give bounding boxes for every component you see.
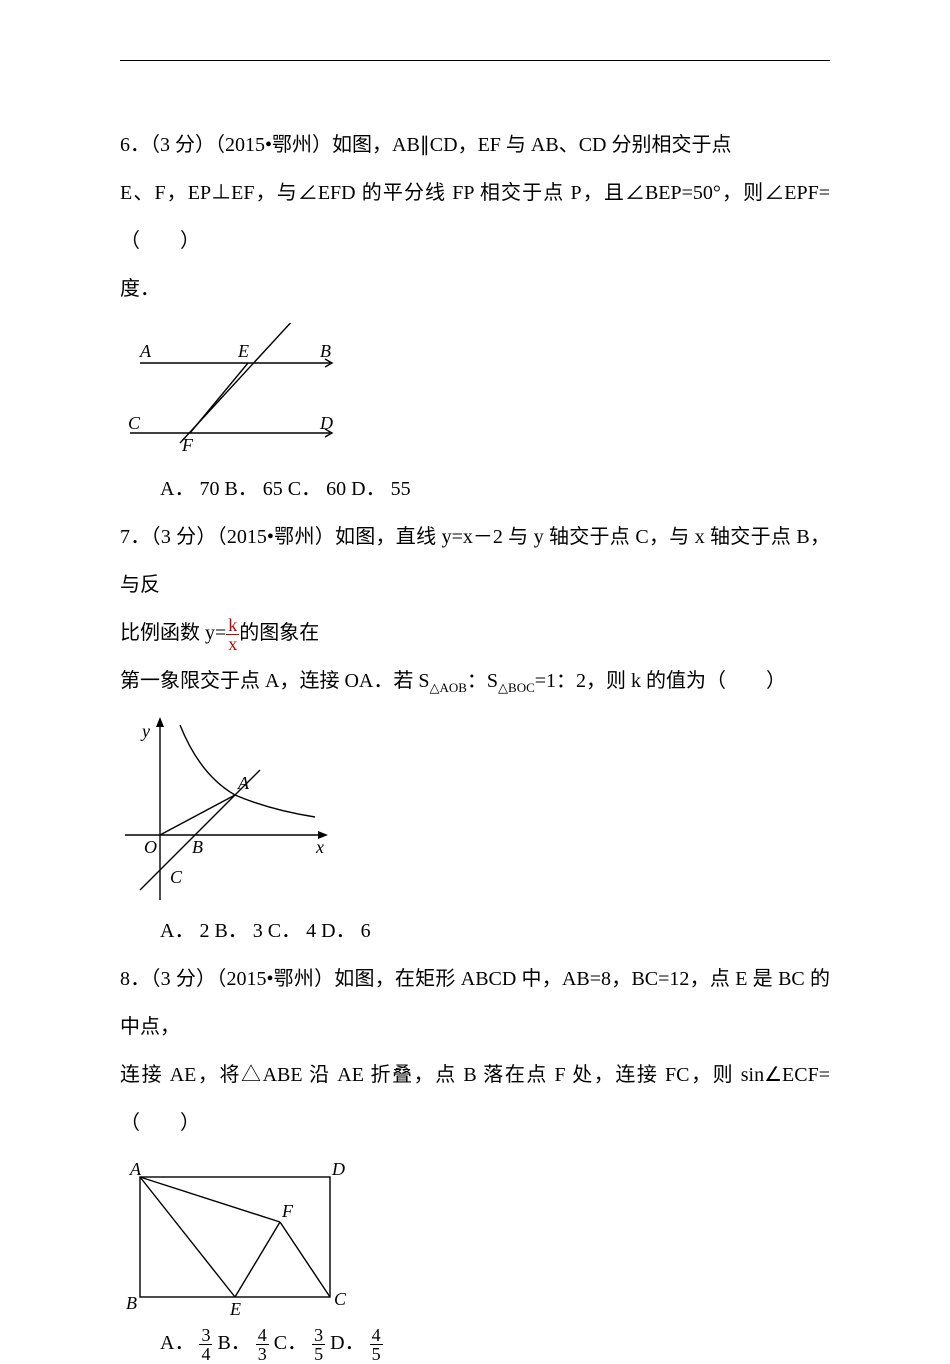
label-c7: C bbox=[170, 867, 183, 887]
y-arrow bbox=[156, 717, 164, 727]
label-e: E bbox=[237, 341, 249, 361]
q7-line3-post: =1：2，则 k 的值为（ ） bbox=[535, 670, 786, 692]
label-a8: A bbox=[129, 1159, 142, 1179]
q7-stem-line1: 7．（3 分）（2015•鄂州）如图，直线 y=x－2 与 y 轴交于点 C，与… bbox=[120, 513, 830, 609]
label-b: B bbox=[320, 341, 331, 361]
q7-frac-kx: kx bbox=[226, 616, 239, 653]
q6-stem-line2: E、F，EP⊥EF，与∠EFD 的平分线 FP 相交于点 P，且∠BEP=50°… bbox=[120, 169, 830, 265]
label-b7: B bbox=[192, 837, 203, 857]
q8-frac-d: 45 bbox=[370, 1326, 383, 1363]
q7-options: A． 2 B． 3 C． 4 D． 6 bbox=[160, 911, 830, 951]
q8-b-den: 3 bbox=[256, 1345, 269, 1363]
q7-stem-line3: 第一象限交于点 A，连接 OA．若 S△AOB：S△BOC=1：2，则 k 的值… bbox=[120, 657, 830, 705]
q7-figure: y x O A B C bbox=[120, 715, 340, 905]
rect-abcd bbox=[140, 1177, 330, 1297]
q7-sub2: △BOC bbox=[498, 680, 535, 695]
question-6: 6．（3 分）（2015•鄂州）如图，AB∥CD，EF 与 AB、CD 分别相交… bbox=[120, 121, 830, 313]
q8-c-den: 5 bbox=[312, 1345, 325, 1363]
question-7: 7．（3 分）（2015•鄂州）如图，直线 y=x－2 与 y 轴交于点 C，与… bbox=[120, 513, 830, 705]
label-a7: A bbox=[237, 773, 250, 793]
question-8: 8．（3 分）（2015•鄂州）如图，在矩形 ABCD 中，AB=8，BC=12… bbox=[120, 955, 830, 1147]
q8-opt-b-label: B． bbox=[217, 1332, 255, 1354]
q8-frac-b: 43 bbox=[256, 1326, 269, 1363]
q7-frac-num: k bbox=[226, 616, 239, 635]
q7-sub1: △AOB bbox=[429, 680, 466, 695]
q8-d-num: 4 bbox=[370, 1326, 383, 1345]
q8-opt-d-label: D． bbox=[330, 1332, 369, 1354]
label-f: F bbox=[181, 435, 194, 455]
q8-frac-a: 34 bbox=[199, 1326, 212, 1363]
label-o: O bbox=[144, 837, 157, 857]
label-d: D bbox=[319, 413, 333, 433]
segment-oa bbox=[160, 795, 235, 835]
q8-a-den: 4 bbox=[199, 1345, 212, 1363]
q8-b-num: 4 bbox=[256, 1326, 269, 1345]
segment-ae bbox=[140, 1177, 235, 1297]
q6-options: A． 70 B． 65 C． 60 D． 55 bbox=[160, 469, 830, 509]
q8-stem-line1: 8．（3 分）（2015•鄂州）如图，在矩形 ABCD 中，AB=8，BC=12… bbox=[120, 955, 830, 1051]
q8-stem-line2: 连接 AE，将△ABE 沿 AE 折叠，点 B 落在点 F 处，连接 FC，则 … bbox=[120, 1051, 830, 1147]
q8-opt-c-label: C． bbox=[274, 1332, 312, 1354]
q6-stem-line3: 度． bbox=[120, 265, 830, 313]
label-c8: C bbox=[334, 1289, 347, 1309]
label-c: C bbox=[128, 413, 141, 433]
q8-options: A． 34 B． 43 C． 35 D． 45 bbox=[160, 1323, 830, 1363]
label-y: y bbox=[140, 721, 150, 741]
q7-line3-pre: 第一象限交于点 A，连接 OA．若 S bbox=[120, 670, 429, 692]
q8-opt-a-label: A． bbox=[160, 1332, 199, 1354]
q7-line2-pre: 比例函数 y= bbox=[120, 622, 226, 644]
q7-line3-mid: ：S bbox=[467, 670, 498, 692]
q6-stem-line1: 6．（3 分）（2015•鄂州）如图，AB∥CD，EF 与 AB、CD 分别相交… bbox=[120, 121, 830, 169]
q8-a-num: 3 bbox=[199, 1326, 212, 1345]
q7-stem-line2: 比例函数 y=kx的图象在 bbox=[120, 609, 830, 657]
label-x: x bbox=[315, 837, 324, 857]
label-e8: E bbox=[229, 1299, 241, 1317]
q6-figure: A E B C F D bbox=[120, 323, 340, 463]
segment-fc bbox=[280, 1222, 330, 1297]
q8-d-den: 5 bbox=[370, 1345, 383, 1363]
segment-af bbox=[140, 1177, 280, 1222]
label-d8: D bbox=[331, 1159, 345, 1179]
line-ep bbox=[190, 363, 248, 433]
label-a: A bbox=[139, 341, 152, 361]
q7-line2-post: 的图象在 bbox=[239, 622, 319, 644]
q8-figure: A D F B E C bbox=[120, 1157, 350, 1317]
hyperbola bbox=[180, 725, 315, 817]
label-b8: B bbox=[126, 1293, 137, 1313]
segment-ef8 bbox=[235, 1222, 280, 1297]
label-f8: F bbox=[281, 1201, 294, 1221]
page: 6．（3 分）（2015•鄂州）如图，AB∥CD，EF 与 AB、CD 分别相交… bbox=[0, 0, 950, 1344]
q8-c-num: 3 bbox=[312, 1326, 325, 1345]
q8-frac-c: 35 bbox=[312, 1326, 325, 1363]
q7-frac-den: x bbox=[226, 635, 239, 653]
header-rule bbox=[120, 60, 830, 61]
